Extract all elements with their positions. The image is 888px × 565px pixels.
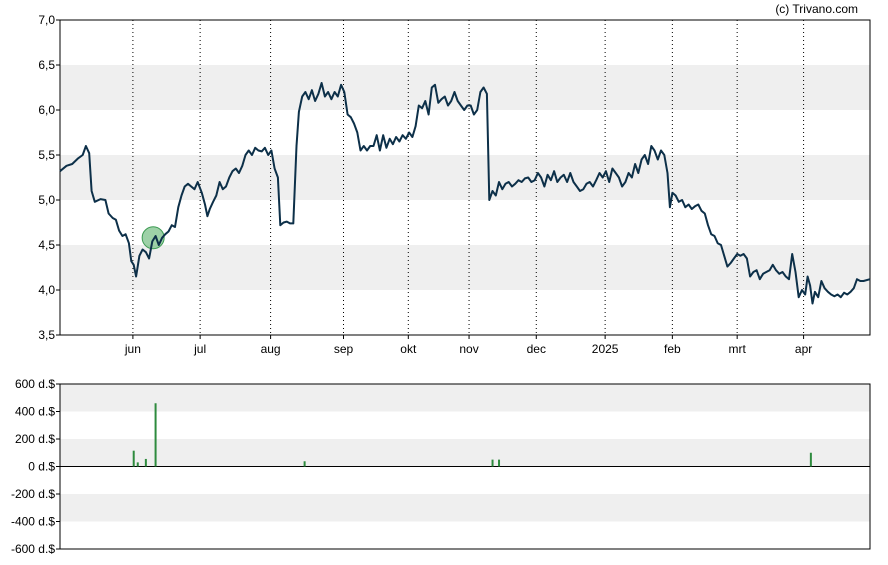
x-tick-label: feb — [664, 342, 681, 356]
x-tick-label: jul — [193, 342, 206, 356]
credit-text: (c) Trivano.com — [775, 2, 858, 16]
volume-bar — [132, 450, 135, 467]
price-panel: jun jul aug sep okt nov dec 2025 feb mrt apr 3,5 4,0… — [38, 13, 871, 356]
x-tick-label: mrt — [728, 342, 746, 356]
y-tick-label: 6,0 — [38, 103, 55, 117]
y-tick-label: -400 d.$ — [11, 515, 55, 529]
x-tick-label: dec — [527, 342, 546, 356]
y-tick-label: -200 d.$ — [11, 487, 55, 501]
x-tick-label: nov — [459, 342, 478, 356]
y-tick-label: 5,5 — [38, 148, 55, 162]
y-tick-label: 400 d.$ — [15, 405, 55, 419]
volume-frame — [59, 383, 871, 550]
volume-bar — [809, 452, 812, 467]
volume-bar — [136, 462, 139, 467]
x-tick-label: sep — [334, 342, 354, 356]
volume-band — [60, 439, 870, 467]
x-tick-label: jun — [124, 342, 141, 356]
price-series-line — [59, 82, 871, 305]
y-tick-label: 3,5 — [38, 328, 55, 342]
y-tick-label: -600 d.$ — [11, 542, 55, 556]
y-tick-label: 4,0 — [38, 283, 55, 297]
price-band — [60, 245, 870, 290]
x-tick-label: 2025 — [592, 342, 619, 356]
volume-bar — [144, 458, 147, 467]
volume-panel: -600 d.$ -400 d.$ -200 d.$ 0 d.$ 200 d.$ 400 … — [11, 377, 871, 556]
y-tick-label: 6,5 — [38, 58, 55, 72]
price-band — [60, 155, 870, 200]
y-tick-label: 7,0 — [38, 13, 55, 27]
x-tick-label: okt — [400, 342, 417, 356]
y-tick-label: 200 d.$ — [15, 432, 55, 446]
volume-bar — [498, 459, 501, 467]
volume-band — [60, 384, 870, 412]
x-tick-label: apr — [795, 342, 812, 356]
y-tick-label: 600 d.$ — [15, 377, 55, 391]
volume-bar — [303, 461, 306, 467]
y-tick-label: 5,0 — [38, 193, 55, 207]
volume-bar — [491, 459, 494, 467]
x-tick-label: aug — [261, 342, 281, 356]
price-frame — [59, 19, 871, 336]
y-tick-label: 4,5 — [38, 238, 55, 252]
y-tick-label: 0 d.$ — [28, 460, 55, 474]
price-band — [60, 65, 870, 110]
highlight-marker — [141, 226, 165, 250]
volume-bar — [154, 403, 157, 467]
volume-band — [60, 494, 870, 522]
